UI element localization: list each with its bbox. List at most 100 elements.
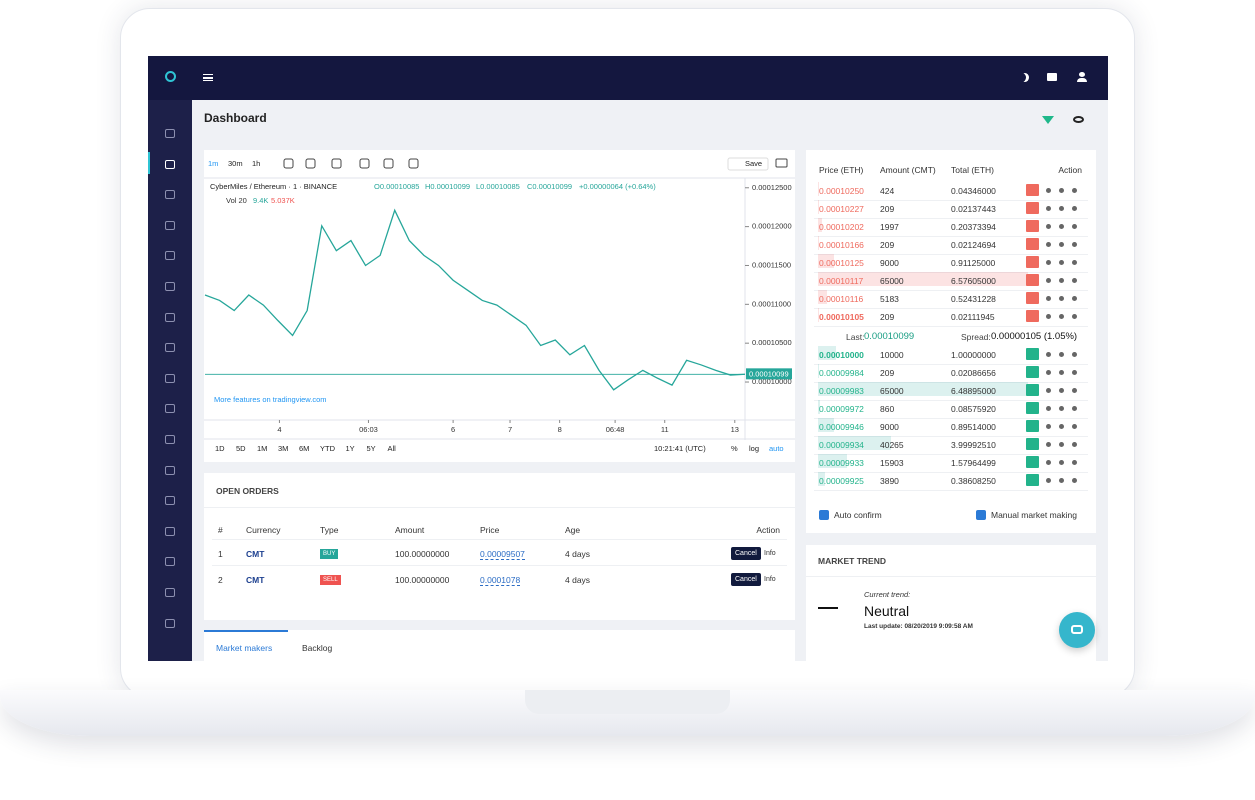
row-action[interactable] [1046, 296, 1051, 301]
row-action[interactable] [1059, 278, 1064, 283]
sidebar-item[interactable] [165, 312, 175, 322]
cancel-button[interactable]: Cancel [731, 573, 761, 586]
row-action[interactable] [1072, 206, 1077, 211]
info-button[interactable]: Info [764, 550, 776, 557]
order-button[interactable] [1026, 366, 1039, 378]
row-action[interactable] [1059, 188, 1064, 193]
order-button[interactable] [1026, 474, 1039, 486]
scale-option[interactable]: % [731, 444, 738, 453]
row-action[interactable] [1059, 424, 1064, 429]
range-button[interactable]: 1M [257, 444, 267, 453]
row-action[interactable] [1072, 224, 1077, 229]
sidebar-item[interactable] [165, 557, 175, 567]
sidebar-item[interactable] [165, 129, 175, 138]
order-button[interactable] [1026, 348, 1039, 360]
sidebar-item[interactable] [165, 526, 175, 536]
order-button[interactable] [1026, 220, 1039, 232]
cancel-button[interactable]: Cancel [731, 547, 761, 560]
row-action[interactable] [1046, 370, 1051, 375]
menu-button[interactable] [203, 74, 213, 81]
row-action[interactable] [1059, 406, 1064, 411]
sidebar-item[interactable] [165, 618, 175, 628]
view-icon[interactable] [1073, 116, 1084, 123]
sidebar-item[interactable] [165, 220, 175, 230]
checkbox[interactable] [819, 510, 829, 520]
row-action[interactable] [1046, 314, 1051, 319]
scale-option[interactable]: auto [769, 444, 784, 453]
row-action[interactable] [1046, 224, 1051, 229]
order-button[interactable] [1026, 274, 1039, 286]
sidebar-item[interactable] [165, 343, 175, 353]
row-action[interactable] [1059, 224, 1064, 229]
row-action[interactable] [1046, 188, 1051, 193]
row-action[interactable] [1059, 442, 1064, 447]
row-action[interactable] [1046, 424, 1051, 429]
sidebar-item[interactable] [165, 282, 175, 291]
row-action[interactable] [1046, 406, 1051, 411]
sidebar-item[interactable] [165, 251, 175, 261]
range-button[interactable]: YTD [320, 444, 336, 453]
row-action[interactable] [1059, 370, 1064, 375]
order-button[interactable] [1026, 402, 1039, 414]
row-action[interactable] [1072, 314, 1077, 319]
checkbox[interactable] [976, 510, 986, 520]
row-action[interactable] [1046, 478, 1051, 483]
row-action[interactable] [1046, 242, 1051, 247]
interval-button[interactable]: 1h [252, 159, 260, 168]
row-action[interactable] [1059, 352, 1064, 357]
tab[interactable]: Backlog [302, 643, 333, 653]
sidebar-item[interactable] [165, 404, 175, 414]
interval-button[interactable]: 30m [228, 159, 243, 168]
range-button[interactable]: All [388, 444, 397, 453]
order-button[interactable] [1026, 256, 1039, 268]
range-button[interactable]: 5Y [367, 444, 376, 453]
panel-controls[interactable] [744, 487, 784, 495]
row-action[interactable] [1072, 478, 1077, 483]
range-button[interactable]: 5D [236, 444, 246, 453]
row-action[interactable] [1046, 260, 1051, 265]
order-button[interactable] [1026, 384, 1039, 396]
theme-toggle[interactable] [1018, 73, 1026, 82]
info-button[interactable]: Info [764, 576, 776, 583]
row-action[interactable] [1072, 260, 1077, 265]
row-action[interactable] [1072, 296, 1077, 301]
range-button[interactable]: 3M [278, 444, 288, 453]
user-icon[interactable] [1079, 72, 1085, 77]
chat-button[interactable] [1059, 612, 1095, 648]
interval-button[interactable]: 1m [208, 159, 218, 168]
row-action[interactable] [1046, 442, 1051, 447]
row-action[interactable] [1059, 314, 1064, 319]
order-button[interactable] [1026, 202, 1039, 214]
tab[interactable]: Market makers [216, 643, 273, 653]
row-action[interactable] [1059, 460, 1064, 465]
order-button[interactable] [1026, 456, 1039, 468]
row-action[interactable] [1059, 296, 1064, 301]
order-button[interactable] [1026, 438, 1039, 450]
sidebar-item[interactable] [165, 588, 175, 597]
order-button[interactable] [1026, 420, 1039, 432]
row-action[interactable] [1059, 478, 1064, 483]
row-action[interactable] [1046, 278, 1051, 283]
row-action[interactable] [1072, 242, 1077, 247]
row-action[interactable] [1072, 352, 1077, 357]
order-button[interactable] [1026, 238, 1039, 250]
row-action[interactable] [1059, 388, 1064, 393]
row-action[interactable] [1072, 278, 1077, 283]
row-action[interactable] [1072, 460, 1077, 465]
scale-option[interactable]: log [749, 444, 759, 453]
row-action[interactable] [1046, 352, 1051, 357]
sidebar-item[interactable] [165, 465, 175, 475]
sidebar-item[interactable] [165, 159, 175, 169]
order-button[interactable] [1026, 184, 1039, 196]
row-action[interactable] [1046, 460, 1051, 465]
row-action[interactable] [1072, 388, 1077, 393]
sidebar-item[interactable] [165, 435, 175, 444]
row-action[interactable] [1046, 388, 1051, 393]
messages-icon[interactable] [1047, 73, 1057, 81]
row-action[interactable] [1072, 188, 1077, 193]
row-action[interactable] [1072, 424, 1077, 429]
row-action[interactable] [1072, 406, 1077, 411]
order-button[interactable] [1026, 310, 1039, 322]
row-action[interactable] [1059, 206, 1064, 211]
range-button[interactable]: 6M [299, 444, 309, 453]
